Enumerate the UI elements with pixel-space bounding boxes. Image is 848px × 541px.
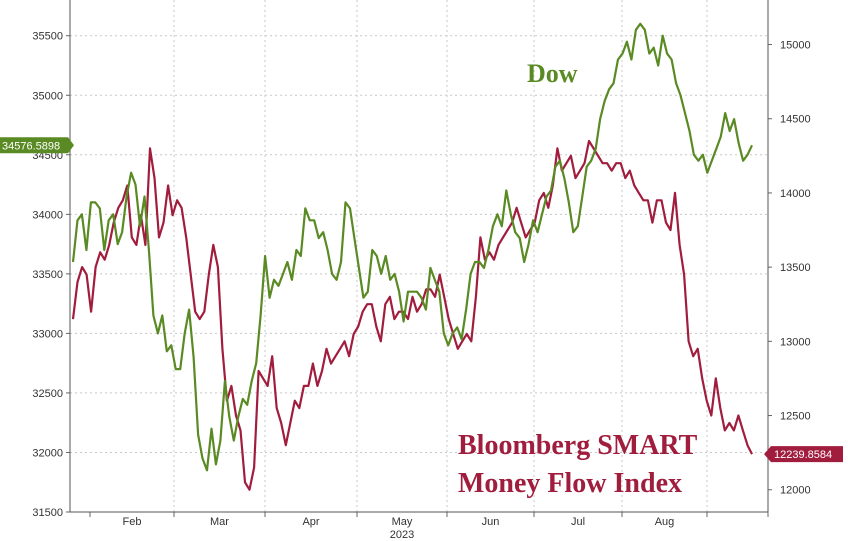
gridlines xyxy=(70,0,768,513)
right-tick-label: 15000 xyxy=(780,40,811,52)
dow-annotation: Dow xyxy=(527,59,578,88)
right-tick-label: 14500 xyxy=(780,114,811,126)
right-tick-label: 12500 xyxy=(780,411,811,423)
dow-last-value-tag xyxy=(0,137,74,154)
left-tick-label: 35500 xyxy=(32,31,63,43)
left-tick-label: 32000 xyxy=(32,447,63,459)
x-tick-label: Jun xyxy=(482,516,500,528)
x-tick-label: Aug xyxy=(655,516,675,528)
smart-money-annotation-line1: Bloomberg SMART xyxy=(458,430,698,461)
right-tick-label: 13500 xyxy=(780,262,811,274)
left-tick-label: 34000 xyxy=(32,209,63,221)
smart-money-last-value-tag xyxy=(764,446,843,463)
last-value-tags: 34576.5898 12239.8584 xyxy=(0,137,843,463)
left-tick-label: 33500 xyxy=(32,269,63,281)
dow-last-value-label: 34576.5898 xyxy=(2,140,60,152)
smart-money-annotation-line2: Money Flow Index xyxy=(458,468,682,499)
x-year-label: 2023 xyxy=(390,529,414,541)
left-tick-label: 35000 xyxy=(32,90,63,102)
left-tick-label: 31500 xyxy=(32,507,63,519)
x-tick-label: May xyxy=(392,516,413,528)
smart-money-last-value-label: 12239.8584 xyxy=(774,449,832,461)
right-tick-label: 13000 xyxy=(780,336,811,348)
left-tick-label: 32500 xyxy=(32,388,63,400)
x-tick-label: Apr xyxy=(302,516,319,528)
smart-money-series-line xyxy=(71,139,753,491)
right-tick-label: 14000 xyxy=(780,188,811,200)
axes xyxy=(66,0,772,517)
left-tick-label: 33000 xyxy=(32,328,63,340)
dow-series-line xyxy=(71,22,753,472)
tick-labels: 3150032000325003300033500340003450035000… xyxy=(32,31,810,541)
right-tick-label: 12000 xyxy=(780,485,811,497)
series-layer xyxy=(71,22,753,491)
x-tick-label: Feb xyxy=(123,516,142,528)
x-tick-label: Jul xyxy=(571,516,585,528)
x-tick-label: Mar xyxy=(210,516,229,528)
